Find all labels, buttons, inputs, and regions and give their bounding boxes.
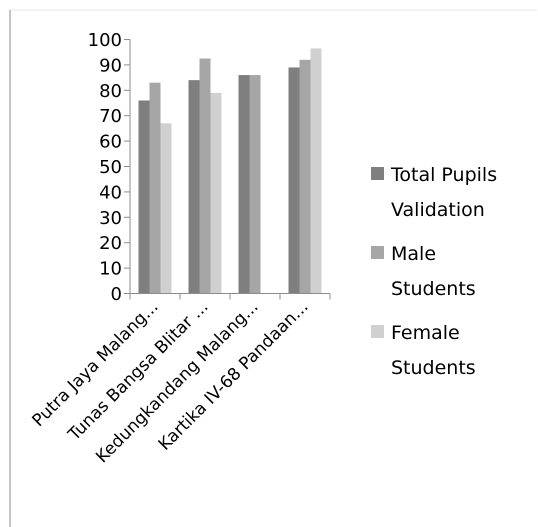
legend-label: Validation (391, 199, 485, 221)
legend-swatch (371, 167, 384, 180)
y-tick-label: 30 (99, 208, 122, 229)
y-tick-label: 20 (99, 233, 122, 254)
bar (199, 58, 211, 294)
y-tick-label: 90 (99, 55, 122, 76)
legend: Total Pupils Validation Male Students Female… (371, 164, 497, 379)
y-tick-label: 40 (99, 182, 122, 203)
bar (310, 48, 322, 294)
bar (210, 92, 222, 294)
bar (288, 67, 300, 294)
legend-label: Male (391, 243, 436, 265)
y-tick-label: 100 (88, 30, 122, 51)
bar (299, 59, 311, 294)
bar (188, 80, 200, 294)
legend-swatch (371, 325, 384, 338)
y-tick-label: 0 (111, 284, 122, 305)
legend-label: Total Pupils (390, 164, 497, 186)
y-tick-label: 80 (99, 81, 122, 102)
y-tick-label: 50 (99, 157, 122, 178)
legend-label: Female (391, 322, 460, 344)
axes-group (129, 39, 331, 300)
bar (149, 82, 161, 294)
bar (249, 75, 261, 294)
legend-label: Students (391, 357, 476, 379)
y-axis-ticks: 0 10 20 30 40 50 60 70 80 90 100 (88, 30, 130, 305)
bars-group (138, 48, 322, 294)
legend-label: Students (391, 278, 476, 300)
bar (238, 75, 250, 294)
y-tick-label: 70 (99, 106, 122, 127)
y-tick-label: 60 (99, 132, 122, 153)
legend-swatch (371, 246, 384, 259)
y-tick-label: 10 (99, 259, 122, 280)
x-axis-labels: Putra Jaya Malang...Tunas Bangsa Blitar … (29, 297, 313, 467)
bar (160, 123, 172, 294)
bar (138, 100, 150, 294)
